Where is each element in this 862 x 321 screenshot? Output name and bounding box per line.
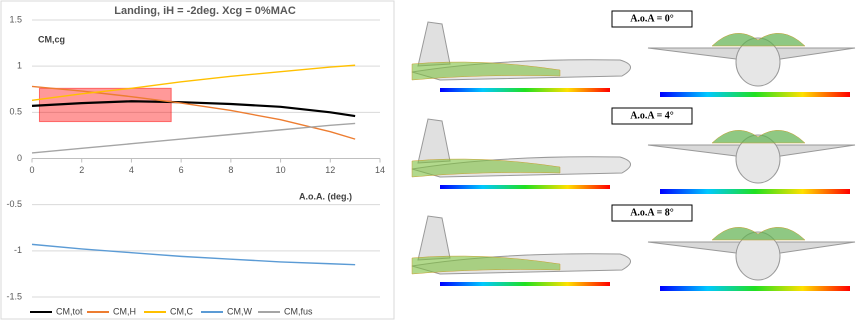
flow-front (712, 33, 805, 46)
flow-front (712, 227, 805, 240)
colorbar (660, 189, 850, 194)
legend-label: CM,fus (284, 306, 313, 316)
cfd-panels: A.o.A = 0° A.o.A = 4° A.o.A = 8° (412, 11, 855, 291)
y-tick-label: 1 (17, 61, 22, 71)
x-tick-label: 6 (179, 165, 184, 175)
x-tick-label: 2 (79, 165, 84, 175)
legend-label: CM,C (170, 306, 193, 316)
flow-front (712, 130, 805, 143)
y-tick-label: 1.5 (9, 14, 22, 24)
tail (418, 119, 450, 163)
chart-title: Landing, iH = -2deg. Xcg = 0%MAC (114, 5, 296, 17)
y-tick-label: -1 (14, 245, 22, 255)
colorbar (660, 286, 850, 291)
colorbar (440, 282, 610, 286)
x-tick-label: 14 (375, 165, 385, 175)
y-axis-label: CM,cg (38, 34, 65, 44)
x-tick-label: 10 (276, 165, 286, 175)
x-tick-label: 0 (29, 165, 34, 175)
legend-label: CM,W (227, 306, 252, 316)
y-tick-label: -0.5 (6, 199, 22, 209)
chart-frame (1, 1, 394, 319)
panel-label: A.o.A = 8° (630, 207, 674, 218)
y-tick-label: 0 (17, 153, 22, 163)
tail (418, 22, 450, 66)
panel-label: A.o.A = 4° (630, 110, 674, 121)
colorbar (440, 185, 610, 189)
tail (418, 216, 450, 260)
figure: Landing, iH = -2deg. Xcg = 0%MAC CM,cg A… (0, 0, 862, 321)
x-tick-label: 8 (228, 165, 233, 175)
legend-label: CM,tot (56, 306, 83, 316)
x-axis-label: A.o.A. (deg.) (299, 191, 352, 201)
x-tick-label: 4 (129, 165, 134, 175)
colorbar (660, 92, 850, 97)
x-tick-label: 12 (325, 165, 335, 175)
legend-label: CM,H (113, 306, 136, 316)
y-tick-label: -1.5 (6, 291, 22, 301)
colorbar (440, 88, 610, 92)
panel-label: A.o.A = 0° (630, 13, 674, 24)
y-tick-label: 0.5 (9, 107, 22, 117)
